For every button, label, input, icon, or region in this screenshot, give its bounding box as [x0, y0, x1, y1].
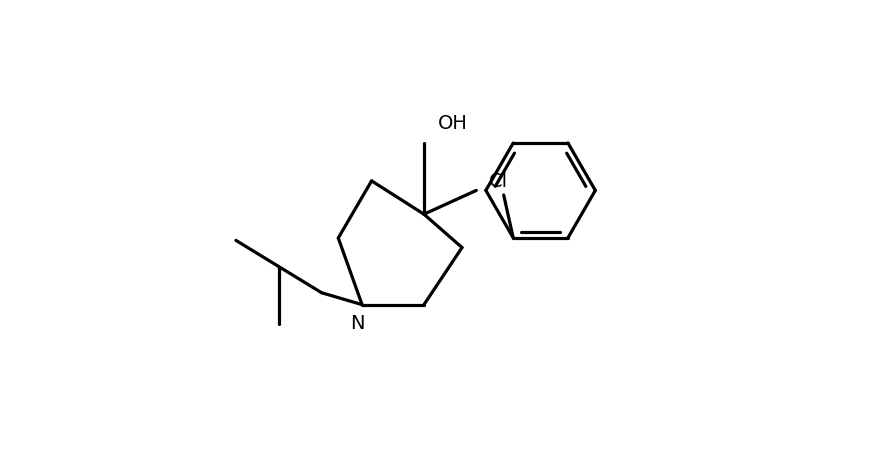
Text: Cl: Cl — [489, 172, 509, 191]
Text: OH: OH — [439, 114, 468, 133]
Text: N: N — [350, 314, 364, 333]
